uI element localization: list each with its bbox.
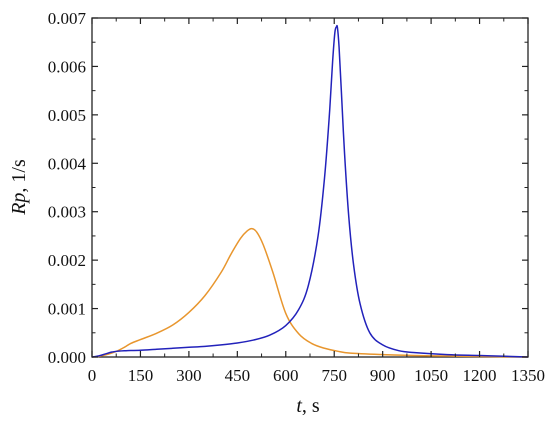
series-line-2	[91, 24, 529, 358]
x-tick-label: 300	[176, 366, 202, 385]
x-tick-label: 450	[225, 366, 251, 385]
y-tick-label: 0.005	[48, 106, 86, 125]
x-axis-unit: , s	[302, 395, 320, 417]
x-tick-label: 1050	[414, 366, 448, 385]
y-tick-label: 0.006	[48, 57, 86, 76]
y-tick-label: 0.000	[48, 348, 86, 367]
y-tick-label: 0.001	[48, 300, 86, 319]
y-tick-label: 0.002	[48, 251, 86, 270]
y-tick-label: 0.004	[48, 154, 87, 173]
y-axis-symbol: Rp	[8, 193, 30, 216]
x-axis-symbol: t	[296, 395, 302, 417]
x-tick-label: 900	[370, 366, 396, 385]
x-tick-label: 1200	[463, 366, 497, 385]
x-axis-title: t, s	[296, 395, 320, 417]
plot-area	[91, 17, 529, 358]
y-tick-label: 0.003	[48, 203, 86, 222]
series-layer	[91, 24, 529, 358]
x-tick-label: 150	[128, 366, 154, 385]
x-tick-label: 600	[273, 366, 299, 385]
plot-frame	[91, 17, 529, 358]
x-tick-label: 0	[88, 366, 97, 385]
y-axis-unit: , 1/s	[8, 159, 30, 193]
x-tick-label: 1350	[511, 366, 545, 385]
labels-layer: t, s Rp, 1/s	[8, 159, 320, 417]
series-line-1	[91, 227, 529, 358]
axes-layer: 0 150 300 450 600 750 900 1050 1200 1350 0.000 0.00…	[48, 9, 545, 385]
x-tick-label: 750	[321, 366, 347, 385]
y-axis-title: Rp, 1/s	[8, 159, 30, 216]
y-tick-label: 0.007	[48, 9, 87, 28]
